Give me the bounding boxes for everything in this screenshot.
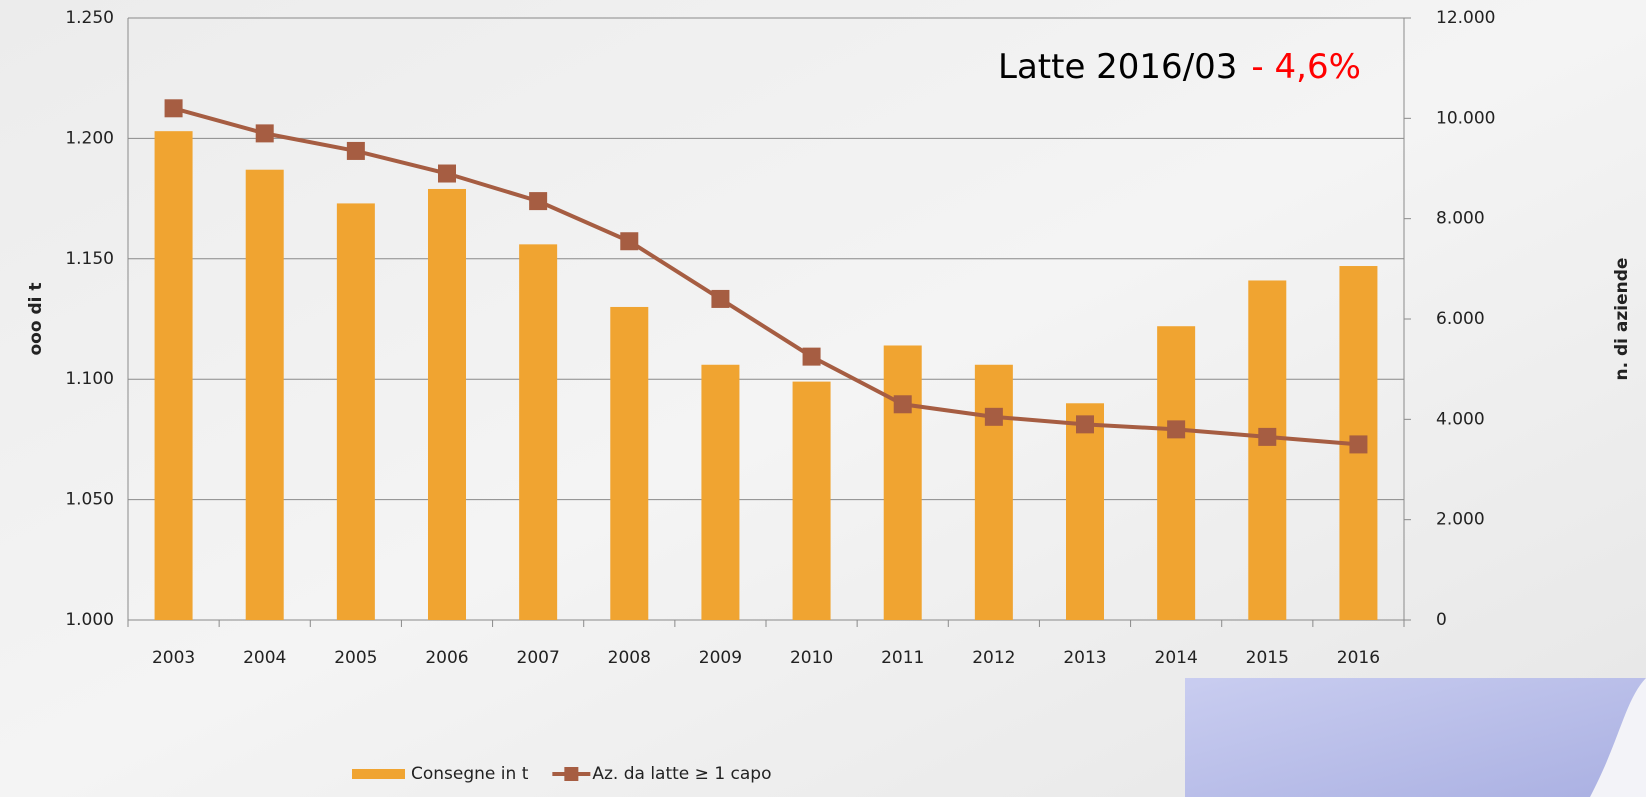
- x-tick-label: 2008: [608, 648, 651, 668]
- decoration: [1185, 678, 1646, 797]
- bar: [883, 345, 922, 620]
- bar: [1157, 326, 1196, 620]
- marker: [620, 232, 639, 251]
- y-tick-label: 1.200: [65, 128, 114, 148]
- x-tick-label: 2009: [699, 648, 742, 668]
- y2-axis-label: n. di aziende: [1612, 258, 1632, 381]
- bar: [154, 131, 193, 620]
- bar: [792, 381, 831, 620]
- deco-shape: [1590, 678, 1646, 797]
- y2-tick-label: 4.000: [1436, 409, 1485, 429]
- marker: [1258, 427, 1277, 446]
- y2-tick-label: 12.000: [1436, 8, 1495, 28]
- legend-swatch: [352, 769, 405, 779]
- y-tick-label: 1.100: [65, 369, 114, 389]
- y2-tick-label: 0: [1436, 610, 1447, 630]
- x-tick-label: 2007: [517, 648, 560, 668]
- y2-tick-label: 6.000: [1436, 309, 1485, 329]
- x-tick-label: 2016: [1337, 648, 1380, 668]
- marker: [1167, 420, 1186, 439]
- legend-label: Az. da latte ≥ 1 capo: [592, 764, 771, 784]
- line: [173, 106, 1359, 447]
- legend-label: Consegne in t: [411, 764, 529, 784]
- x-tick-label: 2011: [881, 648, 924, 668]
- x-tick-label: 2014: [1155, 648, 1198, 668]
- bar: [245, 169, 284, 621]
- marker: [984, 407, 1003, 426]
- marker: [438, 164, 456, 183]
- y2-tick-label: 2.000: [1436, 510, 1485, 530]
- x-tick-label: 2015: [1246, 648, 1289, 668]
- bar: [701, 364, 740, 620]
- y2-tick-label: 10.000: [1436, 108, 1495, 128]
- deco-panel: [1185, 678, 1646, 797]
- bar: [610, 306, 649, 620]
- x-tick-label: 2010: [790, 648, 833, 668]
- annotation-part: Latte 2016/03: [998, 47, 1237, 87]
- marker: [1076, 415, 1094, 434]
- marker: [711, 289, 730, 308]
- x-tick-label: 2013: [1063, 648, 1106, 668]
- x-tick-label: 2012: [972, 648, 1015, 668]
- x-tick-label: 2006: [425, 648, 468, 668]
- marker: [346, 141, 365, 160]
- annotation-part: - 4,6%: [1251, 47, 1360, 87]
- marker: [255, 124, 274, 143]
- marker: [1349, 435, 1368, 454]
- y-tick-label: 1.000: [65, 610, 114, 630]
- marker: [529, 192, 548, 211]
- bar: [1248, 280, 1287, 620]
- bar: [519, 244, 558, 621]
- bar: [428, 188, 466, 620]
- y-tick-label: 1.150: [65, 249, 114, 269]
- legend-item: Consegne in t: [352, 764, 529, 784]
- marker: [802, 347, 821, 366]
- y-axis-label: ooo di t: [26, 283, 46, 356]
- x-tick-label: 2003: [152, 648, 195, 668]
- marker: [893, 395, 912, 414]
- y-tick-label: 1.050: [65, 490, 114, 510]
- legend-marker: [564, 767, 579, 781]
- annotation: Latte 2016/03 - 4,6%: [998, 47, 1361, 87]
- y-tick-label: 1.250: [65, 8, 114, 28]
- bar: [974, 364, 1013, 620]
- marker: [164, 99, 183, 118]
- y2-tick-label: 8.000: [1436, 209, 1485, 229]
- x-tick-label: 2005: [334, 648, 377, 668]
- bar: [1066, 403, 1104, 620]
- bar: [336, 203, 375, 620]
- x-tick-label: 2004: [243, 648, 286, 668]
- legend-item: Az. da latte ≥ 1 capo: [552, 764, 772, 784]
